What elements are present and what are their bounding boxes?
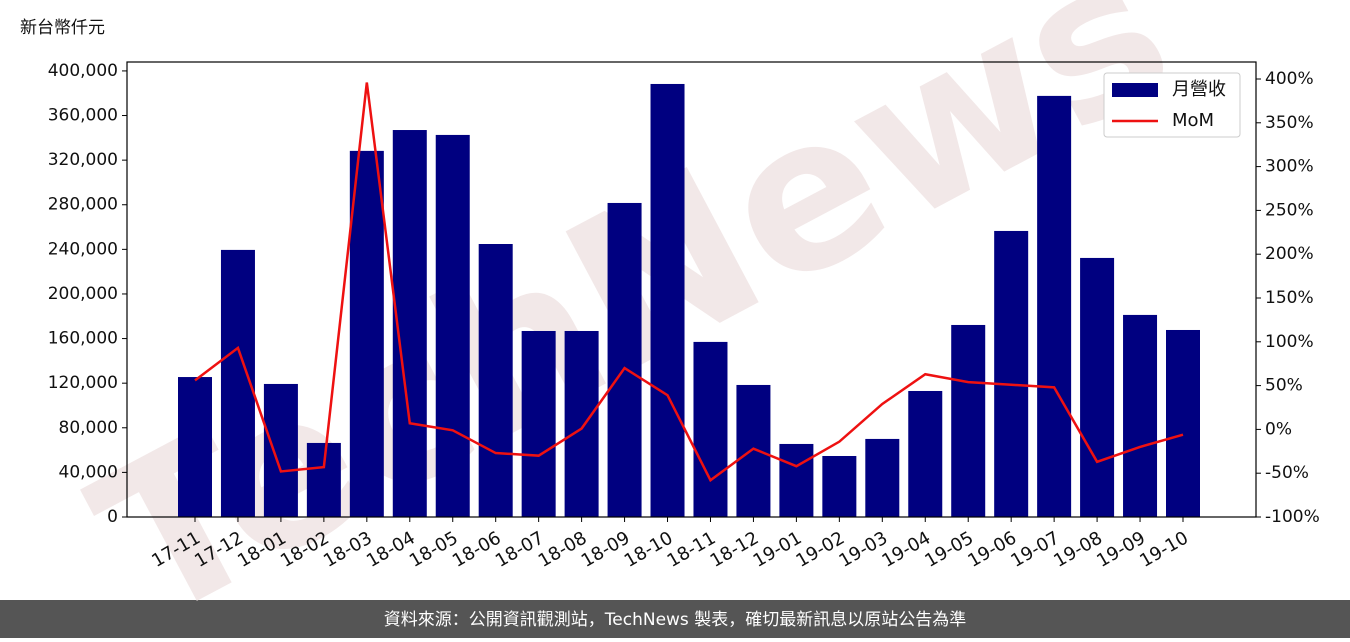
y2-tick-label: 50% xyxy=(1265,376,1303,396)
y-tick-label: 320,000 xyxy=(48,150,118,170)
y2-tick-label: 200% xyxy=(1265,244,1314,264)
y2-tick-label: 400% xyxy=(1265,69,1314,89)
x-tick-label: 19-10 xyxy=(1136,527,1192,571)
bar xyxy=(951,324,986,517)
y2-tick-label: 250% xyxy=(1265,200,1314,220)
x-tick-label: 18-11 xyxy=(664,527,720,571)
bar xyxy=(650,83,685,517)
footer: 資料來源：公開資訊觀測站，TechNews 製表，確切最新訊息以原站公告為準 xyxy=(384,610,966,630)
bar xyxy=(1166,329,1200,517)
legend-label: MoM xyxy=(1172,110,1214,131)
y-tick-label: 0 xyxy=(107,507,118,527)
x-tick-label: 19-06 xyxy=(964,527,1020,571)
y-tick-label: 240,000 xyxy=(48,239,118,259)
bar xyxy=(521,330,556,517)
y-tick-label: 200,000 xyxy=(48,284,118,304)
footer-band xyxy=(0,600,1350,638)
bar xyxy=(1080,257,1115,517)
bar xyxy=(779,443,814,517)
bar xyxy=(822,455,857,517)
y2-tick-label: -100% xyxy=(1265,507,1320,527)
legend-label: 月營收 xyxy=(1172,79,1226,100)
bar xyxy=(607,202,642,517)
bar xyxy=(908,390,943,517)
x-tick-label: 18-06 xyxy=(449,527,505,571)
y2-tick-label: 150% xyxy=(1265,288,1314,308)
y-tick-label: 280,000 xyxy=(48,195,118,215)
x-tick-label: 18-09 xyxy=(578,527,634,571)
bar xyxy=(349,150,384,517)
y-tick-label: 360,000 xyxy=(48,106,118,126)
bar xyxy=(435,134,470,517)
x-tick-label: 19-03 xyxy=(836,527,892,571)
legend-swatch xyxy=(1112,83,1158,97)
y2-tick-label: 300% xyxy=(1265,157,1314,177)
bar xyxy=(564,330,599,517)
y-tick-label: 160,000 xyxy=(48,329,118,349)
line xyxy=(194,82,1184,483)
x-tick-label: 18-12 xyxy=(707,527,763,571)
y2-tick-label: 100% xyxy=(1265,332,1314,352)
bar xyxy=(263,383,298,517)
y2-tick-label: 0% xyxy=(1265,419,1292,439)
y-axis-label: 新台幣仟元 xyxy=(20,18,105,38)
x-tick-label: 18-08 xyxy=(535,527,591,571)
x-tick-label: 19-07 xyxy=(1007,527,1063,571)
y2-tick-label: 350% xyxy=(1265,113,1314,133)
x-tick-label: 19-02 xyxy=(793,527,849,571)
x-tick-label: 19-05 xyxy=(921,527,977,571)
y-tick-label: 40,000 xyxy=(59,462,118,482)
plot-frame xyxy=(126,61,1257,518)
x-tick-label: 19-04 xyxy=(878,527,934,571)
bar xyxy=(178,377,212,517)
x-tick-label: 19-09 xyxy=(1093,527,1149,571)
x-tick-label: 18-07 xyxy=(492,527,548,571)
bar xyxy=(1037,95,1072,517)
bar xyxy=(693,341,728,517)
y-tick-label: 80,000 xyxy=(59,418,118,438)
x-tick-label: 19-01 xyxy=(750,527,806,571)
bar xyxy=(306,442,341,517)
y-tick-label: 400,000 xyxy=(48,61,118,81)
bar xyxy=(478,244,513,517)
bar xyxy=(865,438,900,517)
bar xyxy=(1123,314,1158,517)
y2-tick-label: -50% xyxy=(1265,463,1309,483)
x-tick-label: 18-10 xyxy=(621,527,677,571)
y-tick-label: 120,000 xyxy=(48,373,118,393)
bar xyxy=(736,384,771,517)
x-tick-label: 19-08 xyxy=(1050,527,1106,571)
bar xyxy=(994,230,1029,517)
